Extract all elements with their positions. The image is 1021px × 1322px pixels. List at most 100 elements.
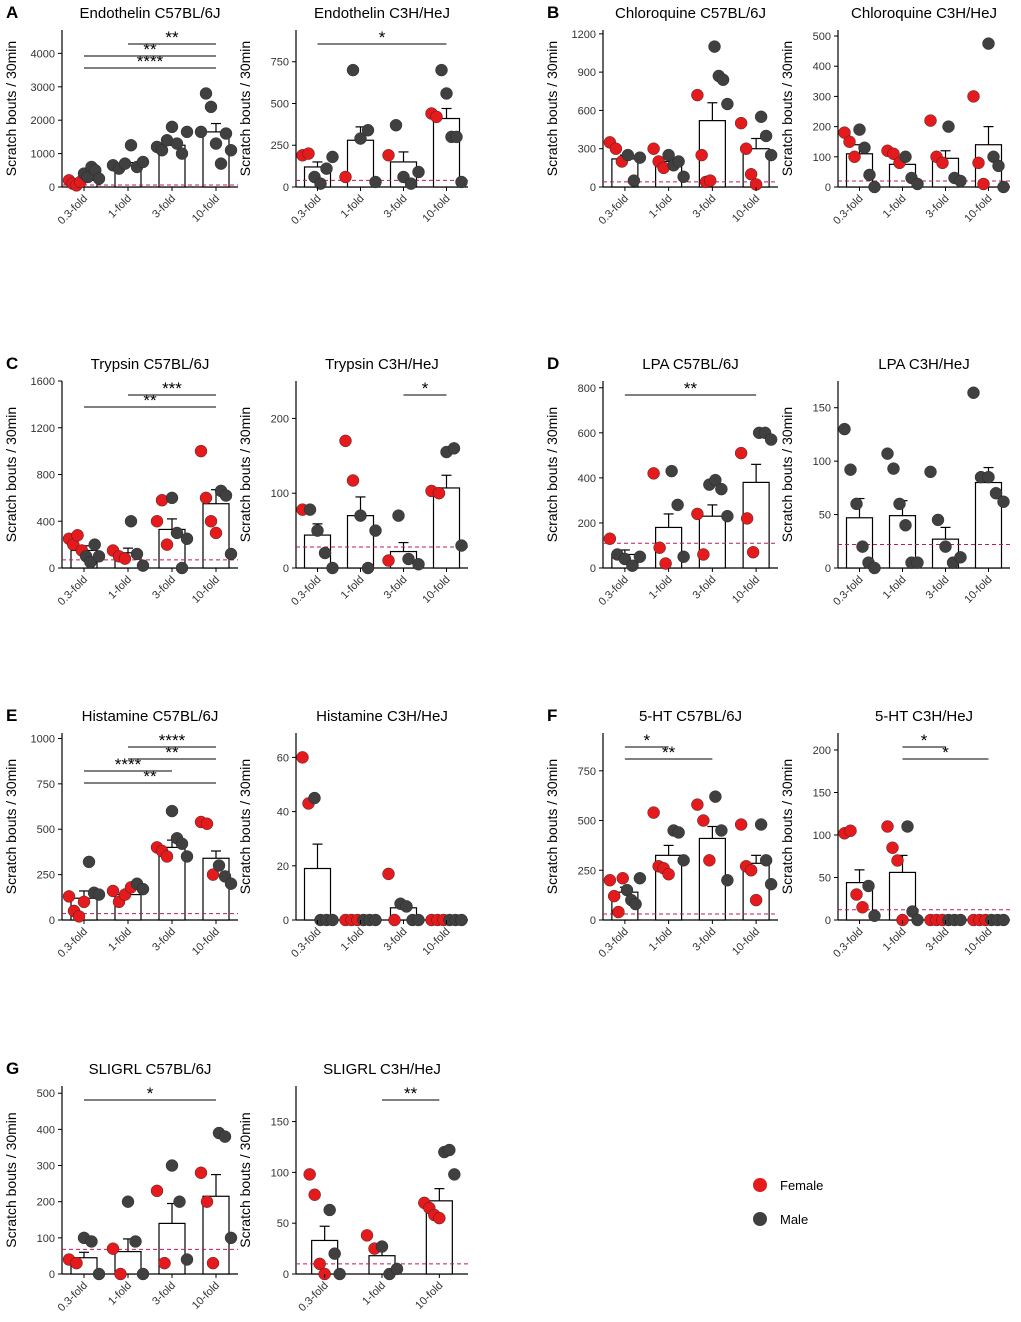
significance-label: *: [643, 731, 650, 750]
male-point: [173, 1195, 186, 1208]
panel-c1: C Trypsin C57BL/6J Scratch bouts / 30min 0 4…: [3, 354, 238, 608]
y-tick-label: 1000: [31, 733, 55, 745]
y-tick-label: 300: [813, 91, 831, 103]
legend-female-marker: [753, 1178, 767, 1192]
male-point: [326, 150, 339, 164]
x-tick-label: 1-fold: [339, 926, 367, 954]
x-tick-label: 1-fold: [360, 1280, 388, 1308]
male-point: [455, 913, 468, 927]
male-point: [709, 473, 722, 487]
y-axis-label: Scratch bouts / 30min: [544, 759, 560, 894]
significance-label: *: [921, 731, 928, 750]
x-tick-label: 3-fold: [924, 926, 952, 954]
y-tick-label: 1000: [31, 149, 55, 161]
x-tick-label: 0.3-fold: [289, 574, 323, 608]
female-point: [746, 546, 760, 559]
x-tick-label: 10-fold: [413, 1280, 445, 1312]
bar-0.3-fold: [303, 867, 332, 921]
y-axis-label: Scratch bouts / 30min: [544, 41, 560, 176]
chart-title: LPA C57BL/6J: [642, 356, 738, 373]
chart-title: Endothelin C57BL/6J: [80, 5, 221, 22]
male-point: [893, 497, 906, 511]
male-point: [328, 1247, 341, 1260]
male-point: [175, 147, 189, 160]
panel-d1: D LPA C57BL/6J Scratch bouts / 30min 0 200 40…: [544, 354, 778, 608]
male-point: [708, 40, 721, 53]
male-point: [124, 515, 138, 528]
male-point: [314, 177, 327, 190]
x-tick-label: 10-fold: [962, 574, 994, 606]
female-point: [160, 850, 174, 863]
chart-title: Chloroquine C3H/HeJ: [851, 5, 997, 22]
male-point: [369, 524, 382, 537]
x-tick-label: 10-fold: [190, 1280, 222, 1312]
male-point: [863, 168, 876, 182]
panel-g1: G SLIGRL C57BL/6J Scratch bouts / 30min 0 10…: [3, 1059, 238, 1314]
male-point: [155, 144, 169, 157]
y-tick-label: 1600: [31, 376, 55, 388]
female-point: [647, 806, 660, 819]
male-point: [447, 442, 461, 455]
x-tick-label: 0.3-fold: [56, 574, 90, 608]
male-point: [627, 174, 641, 187]
y-tick-label: 60: [277, 752, 289, 764]
x-tick-label: 3-fold: [150, 1280, 178, 1308]
female-point: [850, 888, 863, 901]
female-point: [382, 554, 395, 567]
male-point: [629, 897, 642, 911]
x-tick-label: 10-fold: [190, 193, 222, 225]
y-axis-label: Scratch bouts / 30min: [237, 41, 253, 176]
male-point: [326, 561, 339, 575]
male-point: [435, 63, 448, 77]
male-point: [677, 550, 690, 563]
male-point: [715, 824, 728, 837]
male-point: [899, 519, 912, 532]
x-tick-label: 1-fold: [106, 574, 134, 602]
x-tick-label: 0.3-fold: [56, 926, 90, 960]
y-tick-label: 500: [578, 816, 596, 828]
x-tick-label: 1-fold: [647, 926, 675, 954]
male-point: [721, 97, 734, 111]
x-tick-label: 0.3-fold: [597, 574, 631, 608]
female-point: [302, 147, 315, 160]
y-tick-label: 0: [825, 915, 831, 927]
male-point: [361, 561, 375, 575]
female-point: [430, 110, 443, 124]
male-point: [672, 155, 685, 168]
male-point: [721, 509, 734, 523]
x-tick-label: 3-fold: [150, 574, 178, 602]
female-point: [204, 515, 218, 528]
male-point: [84, 555, 97, 569]
y-tick-label: 500: [37, 1088, 55, 1100]
female-point: [194, 444, 208, 458]
y-axis-label: Scratch bouts / 30min: [3, 407, 19, 542]
female-point: [662, 868, 675, 881]
female-point: [603, 532, 617, 545]
male-point: [224, 1231, 238, 1245]
male-point: [212, 859, 226, 872]
y-tick-label: 300: [578, 144, 596, 156]
y-axis-label: Scratch bouts / 30min: [237, 1112, 253, 1247]
significance-label: **: [143, 391, 157, 410]
female-point: [209, 526, 223, 540]
male-point: [868, 909, 881, 922]
y-tick-label: 4000: [31, 48, 55, 60]
y-tick-label: 750: [37, 779, 55, 791]
chart-title: Endothelin C3H/HeJ: [314, 5, 450, 22]
female-point: [734, 446, 748, 460]
y-axis-label: Scratch bouts / 30min: [3, 41, 19, 176]
male-point: [180, 125, 194, 139]
female-point: [609, 142, 623, 155]
x-tick-label: 3-fold: [924, 574, 952, 602]
male-point: [354, 509, 367, 522]
male-point: [400, 900, 413, 913]
significance-label: **: [684, 379, 698, 398]
female-point: [303, 1168, 316, 1181]
significance-label: *: [942, 743, 949, 762]
female-point: [308, 1188, 321, 1201]
x-tick-label: 1-fold: [339, 574, 367, 602]
male-point: [224, 547, 238, 561]
y-axis-label: Scratch bouts / 30min: [779, 41, 795, 176]
female-point: [150, 1184, 164, 1198]
male-point: [989, 487, 1003, 500]
